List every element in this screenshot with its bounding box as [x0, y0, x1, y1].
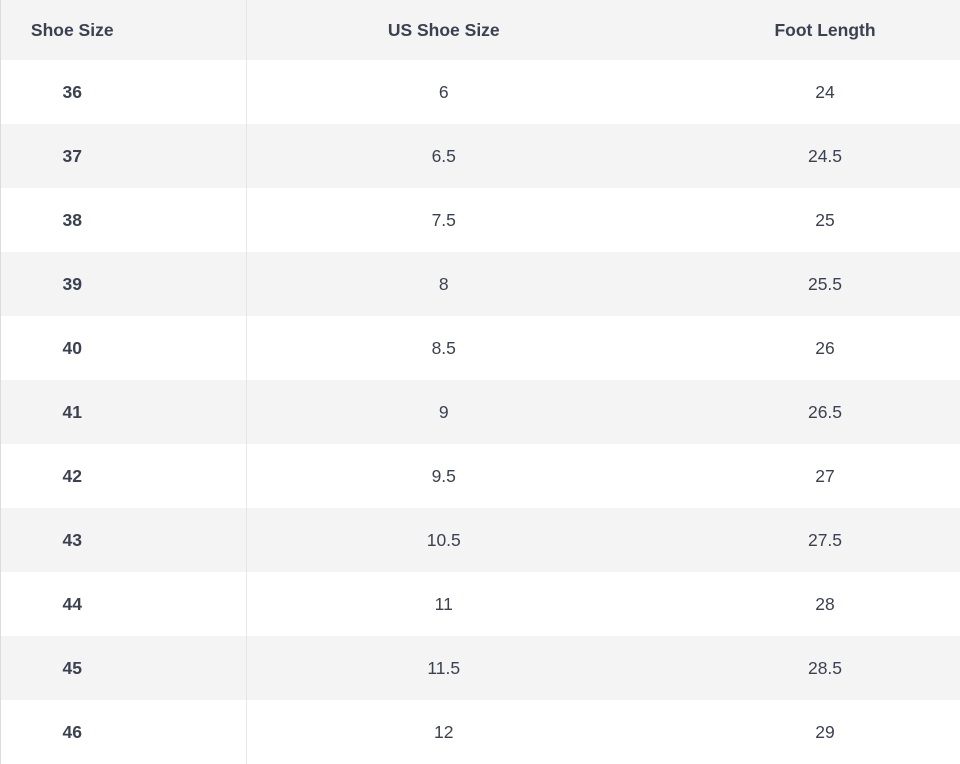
cell-shoe-size: 44 — [0, 572, 247, 636]
cell-us-shoe-size: 10.5 — [426, 529, 461, 550]
table-row: 39 8 25.5 — [0, 252, 960, 316]
cell-foot-length: 26 — [815, 337, 835, 358]
cell-foot-length: 25 — [815, 209, 835, 230]
cell-shoe-size: 39 — [0, 252, 247, 316]
table-row: 40 8.5 26 — [0, 316, 960, 380]
cell-us-shoe-size: 9.5 — [431, 465, 456, 486]
cell-shoe-size: 46 — [0, 700, 247, 764]
table-left-border — [0, 0, 1, 764]
cell-foot-length: 25.5 — [807, 273, 843, 294]
cell-us-shoe-size: 9 — [438, 401, 449, 422]
cell-shoe-size: 37 — [0, 124, 247, 188]
cell-foot-length: 26.5 — [807, 401, 843, 422]
size-table-body: 36 6 24 37 6.5 24.5 38 7.5 25 39 8 25.5 40 8.5 26 41 9 26… — [0, 60, 960, 764]
header-foot-length: Foot Length — [641, 0, 960, 60]
cell-foot-length: 28.5 — [807, 657, 843, 678]
cell-us-shoe-size: 12 — [434, 721, 454, 742]
cell-us-shoe-size: 11 — [434, 593, 453, 614]
cell-foot-length: 27.5 — [807, 529, 843, 550]
header-row: Shoe Size US Shoe Size Foot Length — [0, 0, 960, 60]
table-row: 42 9.5 27 — [0, 444, 960, 508]
cell-shoe-size: 43 — [0, 508, 247, 572]
header-us-shoe-size: US Shoe Size — [246, 0, 641, 60]
cell-foot-length: 24 — [815, 81, 835, 102]
cell-foot-length: 29 — [815, 721, 835, 742]
cell-shoe-size: 40 — [0, 316, 247, 380]
cell-shoe-size: 41 — [0, 380, 247, 444]
cell-shoe-size: 36 — [0, 60, 247, 124]
cell-us-shoe-size: 8 — [438, 273, 449, 294]
cell-us-shoe-size: 6.5 — [431, 145, 456, 166]
table-header: Shoe Size US Shoe Size Foot Length — [0, 0, 960, 60]
cell-us-shoe-size: 6 — [438, 81, 449, 102]
cell-shoe-size: 42 — [0, 444, 247, 508]
cell-foot-length: 24.5 — [807, 145, 843, 166]
table-row: 46 12 29 — [0, 700, 960, 764]
table-row: 41 9 26.5 — [0, 380, 960, 444]
table-row: 44 11 28 — [0, 572, 960, 636]
table-row: 36 6 24 — [0, 60, 960, 124]
table-row: 37 6.5 24.5 — [0, 124, 960, 188]
cell-shoe-size: 45 — [0, 636, 247, 700]
cell-shoe-size: 38 — [0, 188, 247, 252]
cell-foot-length: 27 — [815, 465, 835, 486]
header-shoe-size: Shoe Size — [0, 0, 247, 60]
cell-us-shoe-size: 11.5 — [427, 657, 461, 678]
cell-us-shoe-size: 7.5 — [431, 209, 456, 230]
cell-us-shoe-size: 8.5 — [431, 337, 456, 358]
cell-foot-length: 28 — [815, 593, 835, 614]
table-row: 38 7.5 25 — [0, 188, 960, 252]
table-row: 43 10.5 27.5 — [0, 508, 960, 572]
table-row: 45 11.5 28.5 — [0, 636, 960, 700]
